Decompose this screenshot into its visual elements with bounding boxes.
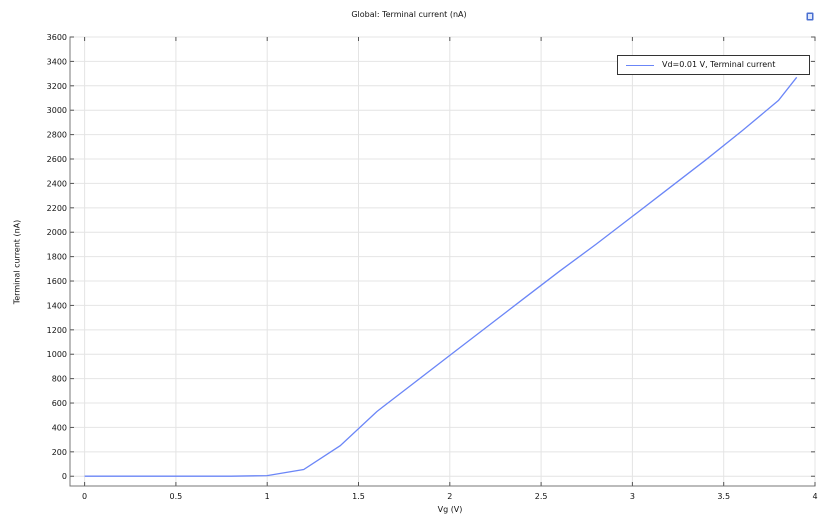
y-tick-label: 2800: [47, 131, 67, 140]
x-tick-label: 4: [812, 492, 817, 501]
series-layer: [84, 76, 798, 477]
y-tick-label: 0: [62, 472, 67, 481]
settings-icon[interactable]: [806, 6, 814, 21]
y-tick-labels: 0 200 400 600 800 1000 1200 1400 1600 1800 2000 220…: [47, 33, 67, 481]
y-tick-label: 600: [52, 399, 67, 408]
y-tick-label: 800: [52, 375, 67, 384]
y-tick-label: 1800: [47, 253, 67, 262]
y-tick-label: 2600: [47, 155, 67, 164]
y-tick-label: 2000: [47, 228, 67, 237]
x-tick-label: 0: [82, 492, 87, 501]
plot-frame: [69, 36, 816, 487]
legend-label: Vd=0.01 V, Terminal current: [662, 60, 776, 69]
x-tick-label: 2.5: [535, 492, 548, 501]
y-tick-label: 1200: [47, 326, 67, 335]
x-tick-label: 1.5: [352, 492, 365, 501]
y-tick-label: 1000: [47, 350, 67, 359]
y-tick-label: 3400: [47, 57, 67, 66]
x-tick-label: 0.5: [170, 492, 183, 501]
y-tick-label: 2200: [47, 204, 67, 213]
x-axis-label: Vg (V): [437, 505, 463, 514]
chart-title: Global: Terminal current (nA): [351, 10, 467, 19]
y-tick-label: 1400: [47, 301, 67, 310]
legend-swatch: [626, 65, 654, 66]
grid: [70, 36, 816, 486]
x-tick-label: 1: [265, 492, 270, 501]
x-tick-label: 3: [630, 492, 635, 501]
y-axis-label: Terminal current (nA): [12, 219, 22, 305]
y-tick-label: 3000: [47, 106, 67, 115]
y-tick-label: 3200: [47, 82, 67, 91]
x-tick-label: 2: [447, 492, 452, 501]
x-tick-label: 3.5: [717, 492, 730, 501]
x-tick-labels: 0 0.5 1 1.5 2 2.5 3 3.5 4: [82, 492, 817, 501]
y-tick-label: 3600: [47, 33, 67, 42]
legend: Vd=0.01 V, Terminal current: [617, 55, 810, 75]
tick-marks: [70, 36, 816, 486]
y-tick-label: 2400: [47, 179, 67, 188]
y-tick-label: 200: [52, 448, 67, 457]
series-line: [84, 76, 798, 477]
y-tick-label: 400: [52, 423, 67, 432]
y-tick-label: 1600: [47, 277, 67, 286]
